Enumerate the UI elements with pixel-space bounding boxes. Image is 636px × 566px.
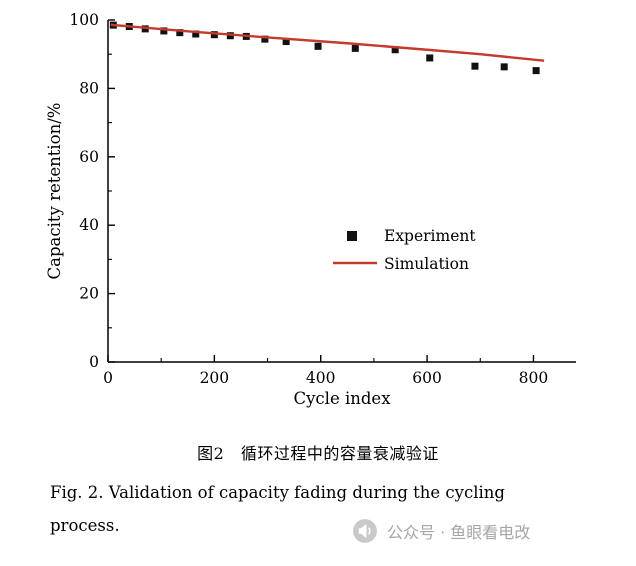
svg-text:40: 40 xyxy=(79,216,99,234)
svg-text:200: 200 xyxy=(200,369,230,387)
svg-text:Cycle index: Cycle index xyxy=(293,389,391,408)
watermark: 公众号 · 鱼眼看电改 xyxy=(352,514,530,548)
svg-text:Simulation: Simulation xyxy=(384,255,469,273)
megaphone-icon xyxy=(352,518,378,544)
caption-english: Fig. 2. Validation of capacity fading du… xyxy=(50,476,602,542)
svg-text:20: 20 xyxy=(79,285,99,303)
svg-text:0: 0 xyxy=(103,369,113,387)
caption-english-line2: process. xyxy=(50,516,120,535)
svg-text:600: 600 xyxy=(412,369,442,387)
svg-text:Capacity retention/%: Capacity retention/% xyxy=(45,103,64,280)
svg-text:400: 400 xyxy=(306,369,336,387)
capacity-retention-chart: 0 200 400 600 800 0 20 40 60 80 100 Cycle index Capa… xyxy=(45,11,576,408)
svg-text:0: 0 xyxy=(89,353,99,371)
svg-text:Experiment: Experiment xyxy=(384,227,476,245)
svg-text:80: 80 xyxy=(79,79,99,97)
watermark-text: 公众号 · 鱼眼看电改 xyxy=(387,523,531,542)
svg-text:60: 60 xyxy=(79,148,99,166)
svg-text:100: 100 xyxy=(69,11,99,29)
caption-chinese: 图2 循环过程中的容量衰减验证 xyxy=(197,444,439,463)
caption-english-line1: Fig. 2. Validation of capacity fading du… xyxy=(50,483,505,502)
svg-text:800: 800 xyxy=(519,369,549,387)
